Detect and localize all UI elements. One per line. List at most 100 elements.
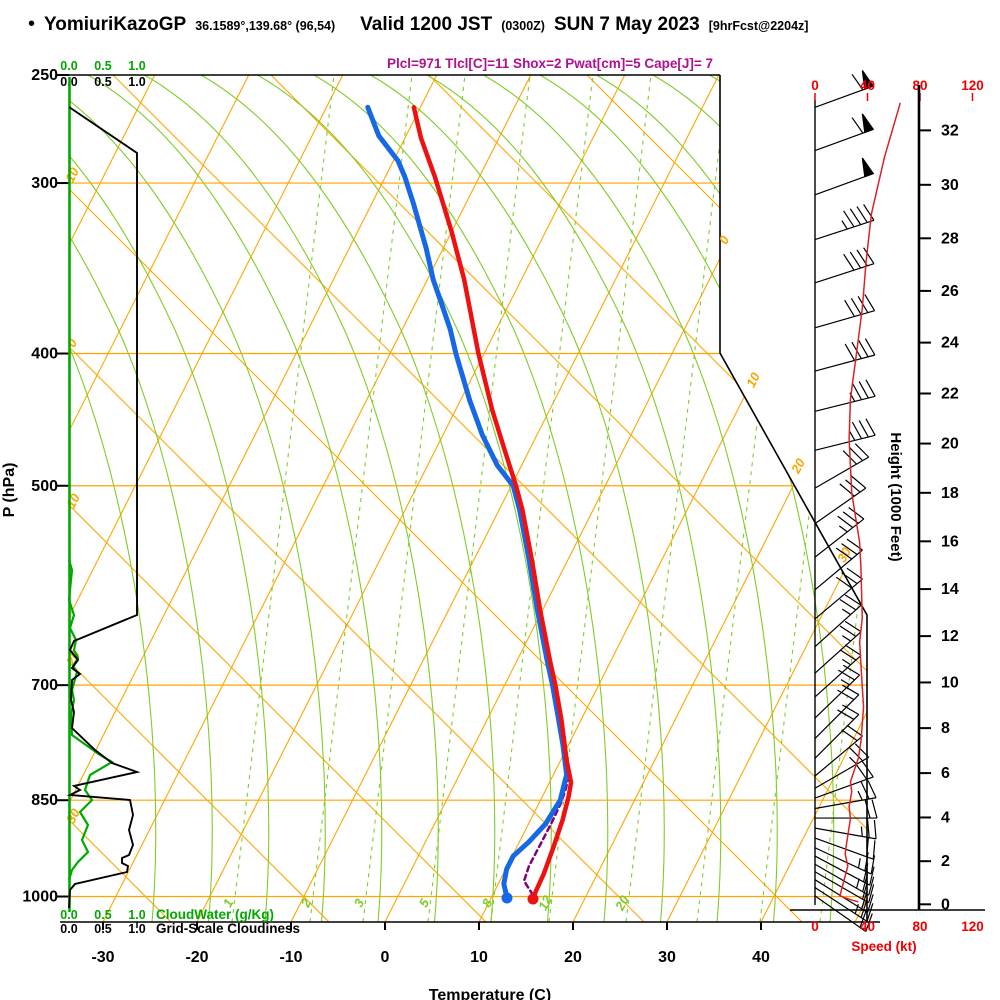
wind-barb-staff [814,654,862,698]
cloudwater-scale-label: 0.0 [60,908,77,922]
isotherm-line [384,75,814,922]
wind-barb [814,724,863,777]
wind-barb-full [862,880,869,900]
pressure-tick-label: 850 [31,792,58,809]
isotherm-line [854,75,867,922]
temperature-tick-label: -20 [185,949,208,966]
wind-barb-full [865,418,876,436]
wind-barb-full [866,903,874,922]
wind-barb-half [841,658,851,666]
height-tick-label: 14 [941,581,959,598]
dry-adiabat-line [744,75,867,922]
wind-barb [814,847,876,875]
wind-barb-staff [814,549,863,591]
mixing-ratio-line [309,75,413,922]
height-tick-label: 2 [941,853,950,870]
wind-barb-staff [814,847,872,875]
wind-barb-half [841,635,851,642]
wind-barb-full [849,251,862,269]
wind-barb-full [848,746,864,762]
height-tick-label: 16 [941,533,959,550]
wind-barb [814,113,875,152]
mixing-ratio-line [490,75,594,922]
wind-barb [814,204,875,241]
moist-adiabat-line [539,75,835,922]
wind-barb-staff [814,395,876,412]
chart-title: • YomiuriKazoGP 36.1589°,139.68° (96,54)… [28,14,808,36]
wind-barb-full [851,421,863,440]
wind-barb-full [841,572,858,585]
speed-tick-label-bottom: 40 [860,919,875,934]
wind-barb-full [867,894,874,913]
wind-barb [814,780,877,810]
moist-adiabat-line [69,75,213,922]
wind-barb-staff [814,173,874,196]
temperature-tick-label: 40 [752,949,770,966]
height-tick-label: 24 [941,335,959,352]
cloudwater-scale-label: 1.0 [128,908,145,922]
dewpoint-surface-dot [501,892,513,904]
wind-barb-full [862,863,869,883]
moist-adiabat-line [483,75,778,922]
isotherm-label-left: -30 [61,805,83,829]
wind-barb-half [857,790,863,801]
height-tick-label: 22 [941,385,959,402]
mixing-ratio-label: 5 [416,895,433,909]
wind-barb-half [849,756,857,765]
dry-adiabat-line [69,75,172,922]
wind-barb-full [839,649,857,661]
wind-speed-curve [839,102,902,903]
wind-barb [814,443,870,489]
mixing-ratio-label: 12 [535,892,555,912]
moist-adiabat-line [313,75,609,922]
temperature-tick-label: 0 [381,949,390,966]
cloudwater-scale-label: 0.5 [94,59,111,73]
temperature-tick-label: -30 [91,949,114,966]
isotherm-label-right: 20 [788,455,809,476]
mixing-ratio-line [625,75,729,922]
isotherm-line [69,75,156,922]
wind-barb-full [850,297,862,315]
temperature-tick-label: 20 [564,949,582,966]
wind-barb-staff [814,310,875,329]
mixing-ratio-line [362,75,466,922]
height-axis-title: Height (1000 Feet) [887,432,904,561]
wind-barb-full [854,443,870,458]
wind-barb-full [864,338,876,356]
dewpoint-curve [365,104,570,900]
height-tick-label: 20 [941,436,959,453]
valid-date: SUN 7 May 2023 [553,14,700,35]
speed-axis-title: Speed (kt) [851,939,916,954]
wind-barb-full [843,664,860,676]
wind-barb [814,379,876,412]
wind-barb-half [841,608,851,616]
temperature-tick-label: -10 [279,949,302,966]
wind-barb-staff [814,827,877,840]
wind-barb-full [863,204,875,221]
speed-tick-label-top: 40 [860,78,875,93]
sounding-curves [365,104,574,905]
wind-barb [814,338,876,372]
temperature-tick-label: 30 [658,949,676,966]
wind-barb-full [848,446,864,462]
height-tick-label: 4 [941,809,950,826]
wind-barb-full [861,761,874,778]
isotherm-label-right: 10 [743,369,763,389]
moist-adiabat-line [69,75,270,922]
temperature-curve [411,105,574,900]
wind-barb-full [841,729,858,742]
pressure-tick-label: 250 [31,67,58,84]
wind-barb-full [873,819,877,839]
wind-barb-full [858,420,869,438]
wind-barb-full [844,644,862,656]
cloudiness-scale-label: 1.0 [128,75,145,89]
forecast-tag: [9hrFcst@2204z] [708,19,809,33]
wind-barb-full [854,743,870,758]
wind-barb-full [863,247,875,264]
wind-barb-full [844,594,862,606]
wind-barb [814,507,865,558]
wind-barb [814,538,863,591]
wind-barb-pennant [861,70,875,90]
isotherm-line [69,75,344,922]
